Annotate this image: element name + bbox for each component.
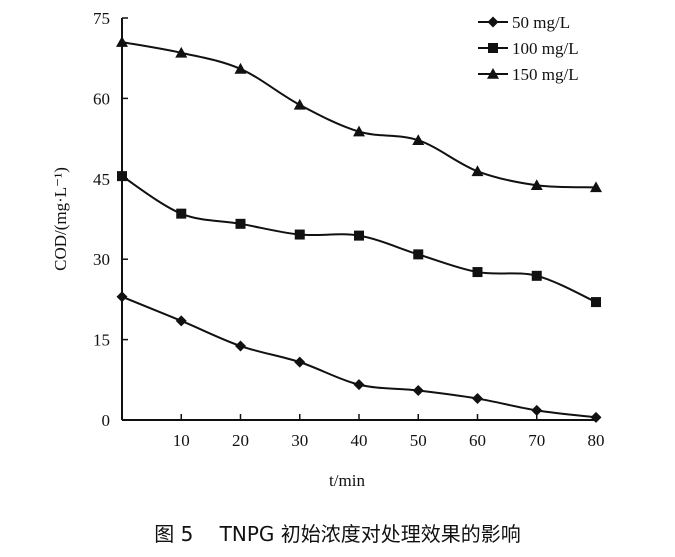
data-point-square xyxy=(354,230,364,241)
data-point-diamond xyxy=(472,393,483,405)
data-point-square xyxy=(117,171,127,182)
data-point-square xyxy=(413,249,424,260)
y-tick-label: 0 xyxy=(102,411,111,430)
data-point-diamond xyxy=(590,411,602,423)
legend-label: 50 mg/L xyxy=(512,13,570,32)
legend-marker-square xyxy=(488,43,498,53)
x-tick-label: 10 xyxy=(173,431,190,450)
x-axis-label: t/min xyxy=(329,471,365,490)
series-lines xyxy=(121,41,597,419)
y-tick-label: 45 xyxy=(93,170,110,189)
data-point-square xyxy=(176,208,187,219)
x-tick-label: 40 xyxy=(351,431,368,450)
legend: 50 mg/L 100 mg/L 150 mg/L xyxy=(478,13,579,84)
y-tick-label: 75 xyxy=(93,9,110,28)
data-point-triangle xyxy=(116,36,128,47)
series-markers xyxy=(116,36,602,423)
y-axis-label: COD/(mg·L⁻¹) xyxy=(51,167,70,271)
x-tick-label: 20 xyxy=(232,431,249,450)
data-point-triangle xyxy=(234,62,247,74)
data-point-diamond xyxy=(294,356,306,368)
data-point-diamond xyxy=(235,340,246,352)
data-point-diamond xyxy=(412,385,424,397)
figure-caption: 图 5 TNPG 初始浓度对处理效果的影响 xyxy=(154,522,521,546)
x-tick-label: 70 xyxy=(528,431,545,450)
legend-label: 100 mg/L xyxy=(512,39,579,58)
data-point-square xyxy=(591,297,601,308)
data-point-diamond xyxy=(116,291,128,303)
ticks: 10 20 30 40 50 60 70 80 0 15 30 45 60 75 xyxy=(93,9,605,450)
data-point-triangle xyxy=(530,179,543,191)
x-tick-label: 50 xyxy=(410,431,427,450)
x-tick-label: 80 xyxy=(588,431,605,450)
data-point-triangle xyxy=(293,98,306,110)
y-tick-label: 60 xyxy=(93,89,110,108)
data-point-diamond xyxy=(531,404,543,416)
y-tick-label: 30 xyxy=(93,250,110,269)
data-point-square xyxy=(235,218,246,229)
data-point-triangle xyxy=(353,125,365,137)
y-tick-label: 15 xyxy=(93,331,110,350)
x-tick-label: 60 xyxy=(469,431,486,450)
data-point-diamond xyxy=(353,379,365,391)
data-point-diamond xyxy=(175,315,187,327)
series-line xyxy=(121,295,597,419)
series-line xyxy=(121,41,597,189)
axes xyxy=(121,18,598,421)
legend-marker-triangle xyxy=(487,68,499,79)
data-point-triangle xyxy=(590,181,602,193)
data-point-square xyxy=(472,267,483,278)
x-tick-label: 30 xyxy=(291,431,308,450)
line-chart: 10 20 30 40 50 60 70 80 0 15 30 45 60 75 t/min COD/(m… xyxy=(51,9,605,490)
data-point-triangle xyxy=(471,165,484,177)
data-point-square xyxy=(294,229,305,240)
data-point-square xyxy=(531,270,542,281)
data-point-triangle xyxy=(412,134,425,146)
legend-marker-diamond xyxy=(487,16,499,28)
legend-label: 150 mg/L xyxy=(512,65,579,84)
data-point-triangle xyxy=(175,46,188,58)
